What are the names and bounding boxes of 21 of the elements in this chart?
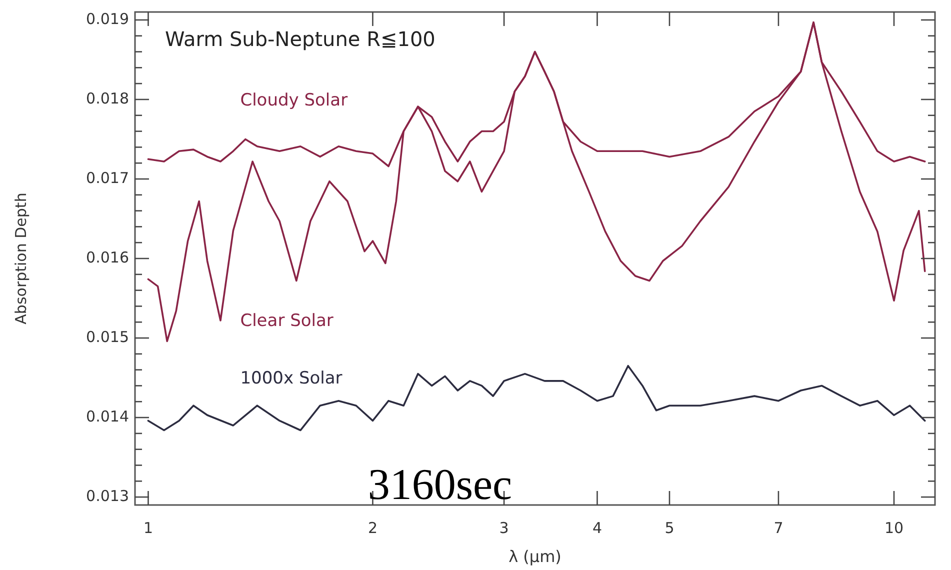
series-label: 1000x Solar <box>240 368 342 388</box>
x-tick-label: 3 <box>499 519 509 537</box>
y-tick-label: 0.013 <box>86 487 129 506</box>
x-tick-label: 4 <box>592 519 602 537</box>
y-tick-label: 0.017 <box>86 169 129 188</box>
y-tick-label: 0.019 <box>86 10 129 28</box>
series-label: Clear Solar <box>240 310 334 331</box>
x-tick-label: 10 <box>884 519 904 537</box>
x-axis-title: λ (μm) <box>508 547 562 566</box>
y-tick-label: 0.018 <box>86 90 129 108</box>
x-tick-label: 5 <box>664 519 674 537</box>
y-tick-label: 0.014 <box>86 408 129 426</box>
series-label: Cloudy Solar <box>240 90 348 111</box>
x-tick-label: 2 <box>368 519 378 537</box>
y-tick-label: 0.016 <box>86 248 129 267</box>
x-tick-label: 7 <box>774 519 784 537</box>
y-tick-label: 0.015 <box>86 328 129 346</box>
x-tick-label: 1 <box>143 519 153 537</box>
text: Warm Sub-Neptune R≦100 <box>165 27 436 51</box>
y-axis-title: Absorption Depth <box>12 192 30 324</box>
annotation: 3160sec <box>368 460 512 509</box>
